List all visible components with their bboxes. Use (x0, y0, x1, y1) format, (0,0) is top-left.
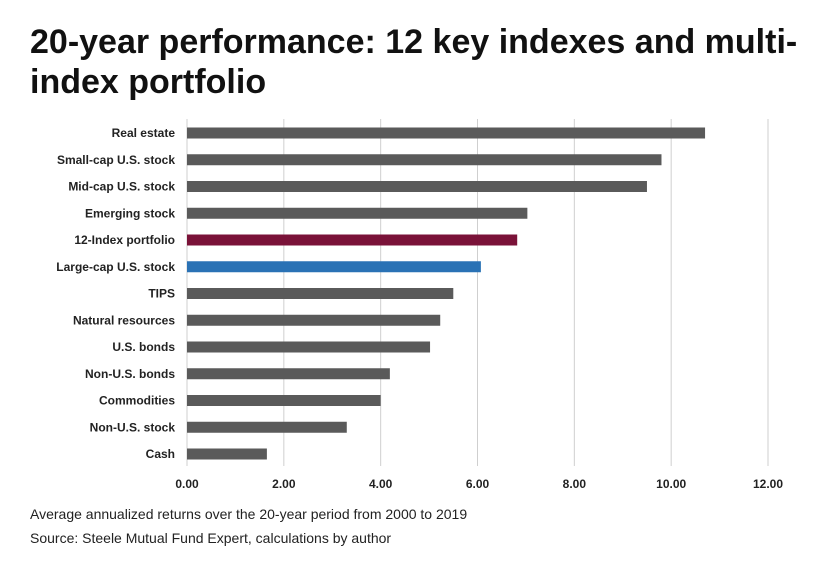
category-label: Non-U.S. stock (90, 420, 176, 434)
bar (187, 234, 518, 246)
bar (187, 127, 706, 139)
category-label: Large-cap U.S. stock (56, 260, 175, 274)
bar (187, 314, 441, 326)
category-label: Cash (146, 447, 175, 461)
category-label: Mid-cap U.S. stock (68, 180, 175, 194)
bar (187, 368, 390, 380)
category-label: Non-U.S. bonds (85, 367, 175, 381)
bar (187, 341, 431, 353)
bar (187, 261, 481, 273)
category-label: Natural resources (73, 313, 175, 327)
bar (187, 207, 528, 219)
category-label: Real estate (112, 126, 176, 140)
bar (187, 448, 267, 460)
category-label: Small-cap U.S. stock (57, 153, 175, 167)
x-tick-label: 12.00 (753, 477, 783, 491)
chart-note: Average annualized returns over the 20-y… (30, 506, 468, 522)
category-label: Commodities (99, 394, 175, 408)
chart-title: 20-year performance: 12 key indexes and … (30, 23, 798, 101)
bar (187, 154, 662, 166)
category-label: 12-Index portfolio (74, 233, 175, 247)
x-tick-label: 2.00 (272, 477, 296, 491)
chart-source: Source: Steele Mutual Fund Expert, calcu… (30, 530, 392, 546)
bar (187, 288, 454, 299)
bar (187, 395, 381, 406)
category-label: U.S. bonds (112, 340, 175, 354)
bar-chart: 0.00 2.00 4.00 6.00 8.00 10.00 12.00 Real estat… (56, 119, 783, 491)
x-tick-label: 10.00 (656, 477, 686, 491)
x-tick-label: 0.00 (175, 477, 199, 491)
x-tick-label: 4.00 (369, 477, 393, 491)
bar (187, 181, 647, 192)
category-label: Emerging stock (85, 206, 175, 220)
x-tick-label: 6.00 (466, 477, 490, 491)
bar (187, 421, 347, 433)
x-tick-label: 8.00 (563, 477, 587, 491)
category-label: TIPS (148, 287, 175, 301)
